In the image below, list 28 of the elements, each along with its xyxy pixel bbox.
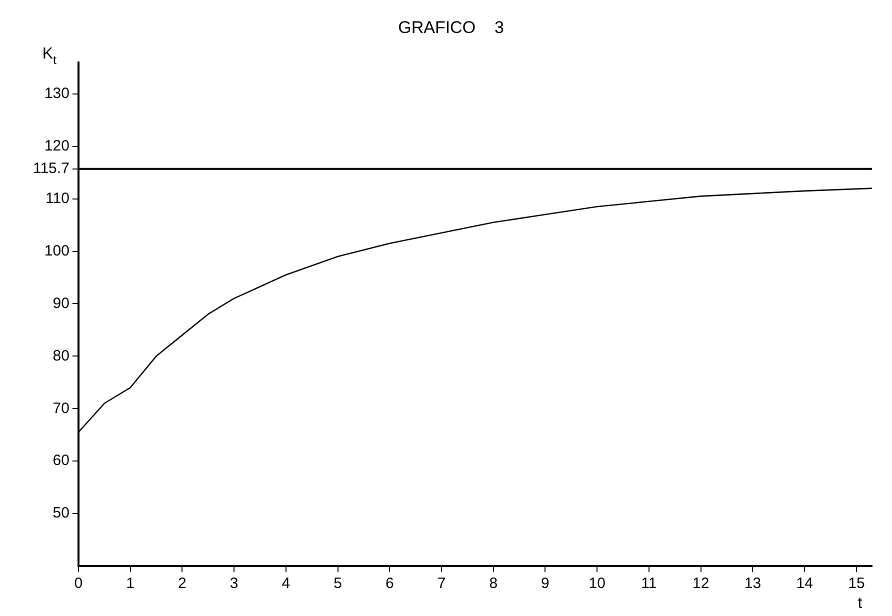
x-tick-label: 8 [489, 575, 498, 592]
x-tick-label: 9 [541, 575, 550, 592]
x-axis-title: t [858, 595, 863, 612]
y-tick-label: 60 [52, 452, 70, 470]
y-tick-label: 50 [52, 504, 70, 522]
y-tick-label: 70 [52, 400, 70, 417]
x-tick-label: 13 [744, 575, 762, 592]
x-tick-label: 1 [126, 575, 134, 592]
y-tick-label: 90 [52, 294, 70, 312]
x-tick-label: 2 [178, 575, 186, 592]
y-tick-label: 80 [52, 347, 70, 364]
x-tick-label: 4 [282, 575, 290, 592]
x-tick-label: 6 [385, 575, 394, 592]
chart-title: GRAFICO 3 [398, 18, 504, 37]
x-tick-label: 11 [641, 575, 657, 592]
x-tick-label: 7 [437, 575, 446, 592]
x-tick-label: 15 [848, 575, 865, 592]
x-tick-label: 3 [230, 575, 238, 592]
x-tick-label: 5 [334, 575, 342, 592]
y-tick-label: 130 [44, 85, 70, 102]
x-tick-label: 10 [588, 575, 606, 592]
y-tick-label: 100 [44, 242, 70, 260]
x-tick-label: 12 [692, 575, 710, 592]
x-tick-label: 14 [796, 575, 813, 592]
x-tick-label: 0 [74, 575, 83, 592]
y-tick-label: 110 [46, 190, 70, 207]
y-tick-label: 120 [44, 137, 70, 154]
y-tick-label: 115.7 [32, 160, 70, 178]
